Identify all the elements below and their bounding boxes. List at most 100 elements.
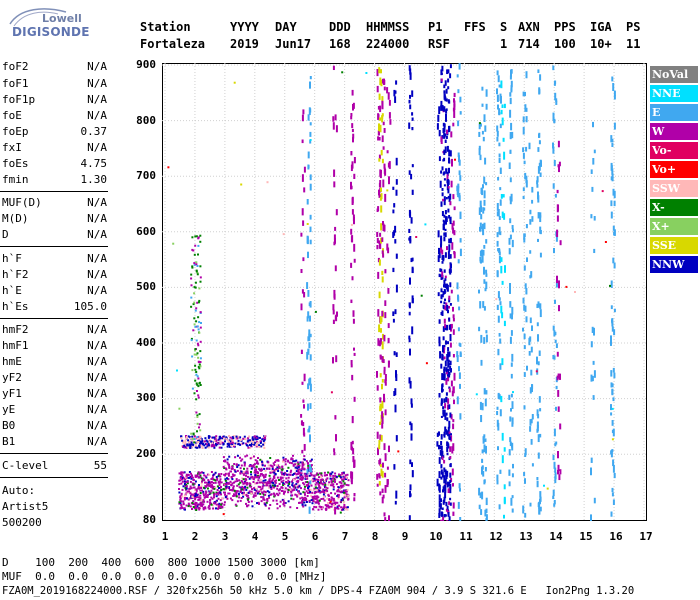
echo-point	[251, 505, 254, 508]
echo-point	[347, 479, 350, 482]
echo-point	[613, 308, 616, 313]
echo-point	[509, 200, 512, 205]
echo-point	[351, 89, 354, 96]
param-value: 1.30	[80, 173, 108, 186]
echo-point	[281, 468, 284, 471]
echo-point	[288, 482, 291, 485]
echo-point	[309, 333, 312, 338]
echo-point	[290, 497, 293, 500]
echo-point	[209, 501, 212, 504]
echo-point	[378, 123, 380, 132]
echo-point	[194, 495, 197, 497]
echo-point	[408, 377, 411, 384]
echo-point	[522, 195, 525, 200]
echo-point	[612, 225, 615, 231]
echo-point	[379, 77, 382, 86]
echo-point	[229, 497, 232, 500]
echo-point	[484, 438, 487, 442]
echo-point	[198, 446, 201, 449]
echo-point	[443, 496, 446, 501]
echo-point	[481, 86, 484, 91]
echo-point	[443, 347, 446, 350]
echo-point	[441, 471, 444, 478]
echo-point	[610, 165, 613, 169]
echo-point	[241, 488, 243, 491]
echo-point	[593, 497, 596, 504]
echo-point	[272, 478, 275, 481]
echo-point	[523, 472, 526, 477]
echo-point	[235, 491, 238, 494]
echo-point	[301, 139, 304, 144]
echo-point	[249, 446, 252, 449]
echo-point	[340, 506, 343, 509]
echo-point	[610, 211, 613, 219]
echo-point	[215, 495, 218, 498]
echo-point	[445, 392, 448, 396]
echo-point	[447, 208, 450, 213]
echo-point	[261, 487, 264, 490]
echo-point	[497, 104, 499, 110]
echo-point	[343, 482, 346, 485]
echo-point	[530, 418, 533, 424]
echo-point	[445, 197, 448, 200]
echo-point	[231, 436, 234, 439]
echo-point	[440, 400, 443, 405]
echo-point	[303, 373, 306, 382]
echo-point	[378, 440, 381, 445]
echo-point	[236, 490, 239, 493]
echo-point	[351, 209, 354, 215]
echo-point	[440, 170, 443, 174]
echo-point	[445, 379, 448, 385]
echo-point	[330, 477, 333, 480]
echo-point	[537, 414, 540, 419]
echo-point	[221, 497, 223, 500]
echo-point	[304, 475, 307, 478]
echo-point	[219, 441, 222, 444]
echo-point	[289, 488, 292, 491]
echo-point	[531, 384, 534, 389]
echo-point	[395, 490, 398, 499]
echo-point	[338, 473, 340, 476]
echo-point	[448, 159, 451, 164]
echo-point	[273, 464, 276, 466]
echo-point	[210, 481, 213, 483]
echo-point	[411, 462, 413, 467]
echo-point	[453, 230, 456, 236]
echo-point	[332, 319, 335, 324]
echo-point	[382, 359, 385, 364]
echo-point	[302, 109, 305, 115]
echo-point	[313, 487, 316, 490]
echo-point	[230, 445, 233, 447]
echo-point	[231, 467, 234, 470]
echo-point	[446, 304, 449, 311]
echo-point	[238, 496, 241, 499]
echo-point	[452, 227, 455, 234]
echo-point	[381, 276, 384, 283]
echo-point	[217, 505, 220, 508]
echo-point	[182, 441, 185, 444]
param-value: N/A	[87, 252, 107, 265]
echo-point	[509, 75, 512, 80]
echo-point	[556, 275, 558, 284]
echo-point	[445, 474, 448, 477]
echo-point	[277, 470, 280, 472]
echo-point	[501, 211, 504, 219]
echo-point	[227, 482, 230, 485]
echo-point	[483, 479, 486, 483]
echo-point	[378, 324, 381, 333]
echo-point	[449, 456, 452, 459]
echo-point	[183, 446, 186, 449]
echo-point	[273, 493, 276, 496]
echo-point	[444, 360, 447, 367]
echo-point	[264, 479, 267, 482]
echo-point	[441, 354, 444, 361]
echo-point	[479, 256, 482, 262]
echo-point	[204, 481, 206, 484]
echo-point	[395, 284, 398, 293]
echo-point	[233, 481, 235, 484]
echo-point	[590, 514, 592, 521]
echo-point	[195, 398, 198, 401]
echo-point	[251, 488, 253, 491]
echo-point	[225, 437, 228, 440]
echo-point	[351, 123, 354, 129]
